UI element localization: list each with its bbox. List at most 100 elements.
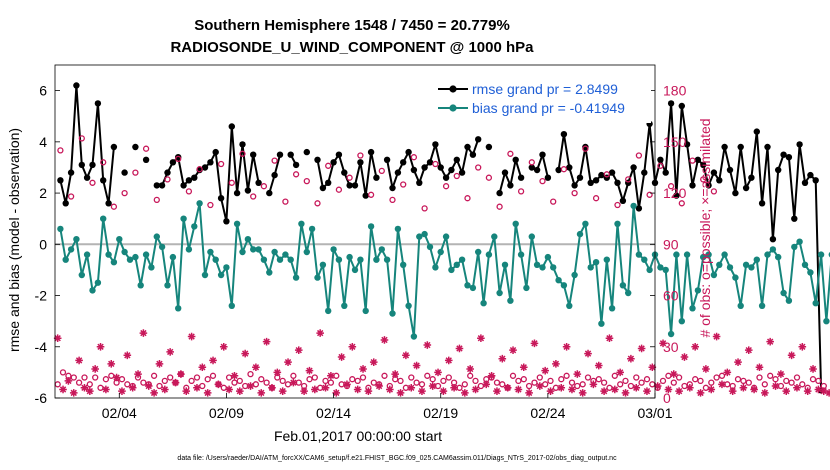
obs-assimilated-point [536, 382, 544, 390]
rmse-point [748, 174, 755, 181]
obs-assimilated-star [423, 341, 432, 349]
obs-possible-point [311, 374, 318, 381]
obs-possible-point [209, 372, 217, 379]
rmse-point [458, 169, 466, 176]
obs-assimilated-star [209, 356, 217, 365]
obs-assimilated-point [691, 342, 699, 351]
obs-assimilated-star [578, 389, 587, 397]
obs-assimilated-star [203, 389, 212, 397]
bias-point [255, 246, 262, 253]
rmse-point [94, 100, 102, 107]
bias-point [785, 297, 793, 304]
obs-possible-point [617, 381, 624, 388]
rmse-point [721, 143, 728, 151]
obs-assimilated-point [439, 387, 448, 395]
rmse-point [469, 151, 477, 158]
obs-possible-point [260, 183, 268, 190]
obs-possible-point [507, 150, 514, 157]
bias-point [442, 233, 450, 240]
obs-assimilated-point [814, 385, 823, 394]
obs-assimilated-point [327, 372, 335, 380]
obs-possible-point [164, 176, 171, 183]
bias-point [153, 233, 160, 240]
obs-possible-point [710, 188, 718, 195]
obs-assimilated-point [428, 382, 437, 390]
obs-assimilated-star [766, 337, 774, 346]
obs-assimilated-point [568, 385, 576, 394]
obs-assimilated-star [637, 344, 646, 353]
obs-possible-point [156, 382, 163, 390]
obs-assimilated-point [391, 370, 399, 378]
obs-assimilated-point [225, 385, 233, 394]
obs-assimilated-point [734, 358, 742, 366]
obs-possible-point [292, 171, 300, 178]
obs-possible-point [359, 374, 367, 381]
y-axis-label-left: rmse and bias (model - observation) [6, 128, 22, 352]
obs-possible-point [603, 171, 610, 178]
obs-assimilated-star [546, 387, 555, 395]
obs-assimilated-point [487, 372, 496, 380]
obs-assimilated-star [643, 387, 651, 395]
obs-assimilated-point [675, 387, 683, 395]
obs-possible-point [282, 198, 289, 205]
obs-assimilated-point [616, 368, 624, 377]
obs-possible-point [86, 381, 93, 388]
legend-box [434, 75, 651, 123]
rmse-point [576, 174, 584, 181]
obs-possible-point [496, 203, 503, 210]
y-left-tick-label: 2 [39, 185, 47, 201]
obs-assimilated-star [594, 361, 603, 370]
obs-possible-point [442, 183, 450, 190]
rmse-point [217, 195, 225, 202]
bias-point [116, 236, 123, 243]
bias-point [228, 302, 235, 309]
obs-assimilated-point [702, 365, 710, 373]
rmse-point [726, 166, 734, 174]
obs-possible-point [381, 372, 388, 379]
rmse-point [598, 171, 605, 179]
rmse-point [737, 143, 744, 151]
obs-assimilated-point [359, 365, 367, 373]
rmse-point [153, 182, 160, 189]
obs-possible-point [378, 167, 385, 175]
bias-point [458, 256, 466, 263]
rmse-point [710, 169, 718, 176]
obs-assimilated-point [498, 354, 507, 363]
obs-assimilated-point [262, 337, 271, 346]
obs-possible-point [799, 381, 806, 388]
bias-point [539, 264, 546, 271]
obs-assimilated-star [444, 356, 453, 365]
obs-assimilated-star [348, 342, 357, 351]
obs-assimilated-star [353, 385, 362, 394]
bias-point [705, 251, 712, 258]
obs-possible-point [772, 376, 779, 383]
bias-point [501, 261, 509, 268]
obs-assimilated-star [573, 370, 582, 378]
y-right-tick-label: 60 [663, 288, 679, 304]
obs-possible-point [108, 372, 115, 379]
bias-point [823, 318, 830, 325]
obs-assimilated-point [273, 368, 282, 377]
rmse-point [785, 154, 793, 161]
obs-possible-point [263, 379, 270, 386]
obs-assimilated-point [289, 378, 298, 387]
obs-assimilated-star [155, 360, 164, 368]
obs-possible-point [517, 188, 525, 195]
bias-point [689, 305, 696, 312]
rmse-point [732, 189, 739, 197]
obs-possible-point [258, 376, 265, 383]
obs-possible-point [499, 381, 506, 388]
bias-point [716, 261, 723, 268]
obs-assimilated-point [418, 387, 426, 395]
obs-assimilated-point [155, 360, 164, 368]
bias-point [775, 253, 782, 261]
bias-point [62, 256, 69, 263]
rmse-line [59, 84, 115, 205]
obs-assimilated-star [541, 366, 549, 375]
obs-assimilated-star [359, 365, 367, 373]
obs-assimilated-point [680, 353, 689, 361]
obs-possible-point [485, 174, 493, 181]
bias-point [694, 287, 702, 294]
obs-assimilated-point [102, 385, 110, 394]
obs-possible-point [646, 191, 653, 198]
